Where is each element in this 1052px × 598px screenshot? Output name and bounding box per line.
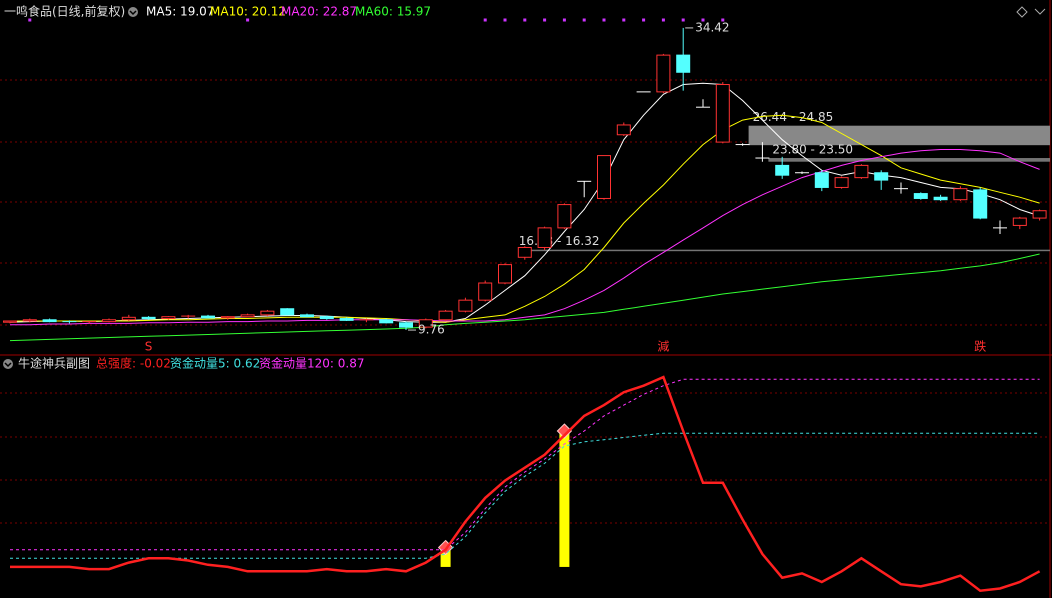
candle-body xyxy=(220,316,235,319)
candle-body xyxy=(319,316,334,320)
legend-entry: MA5: 19.07 xyxy=(146,5,214,19)
price-zone xyxy=(530,249,1050,252)
price-zone xyxy=(768,158,1050,162)
signal-dot xyxy=(28,18,32,22)
candle-body xyxy=(438,310,453,321)
candle-body xyxy=(260,310,275,316)
chart-title: 一鸣食品(日线,前复权) xyxy=(4,4,125,19)
signal-dot xyxy=(543,18,547,22)
candle-body xyxy=(141,316,156,320)
candle-body xyxy=(161,316,176,320)
signal-bar xyxy=(440,547,451,567)
candle-body xyxy=(3,320,17,323)
signal-label: 減 xyxy=(657,339,669,354)
signal-dot xyxy=(701,18,705,22)
dropdown-chevron xyxy=(4,362,12,368)
signal-dot xyxy=(622,18,626,22)
candle-body xyxy=(418,319,433,328)
candle-body xyxy=(557,204,572,229)
signal-label: S xyxy=(145,340,153,354)
signal-marker xyxy=(556,423,573,439)
zone-label: 16.28 - 16.32 xyxy=(519,234,600,248)
ma-line xyxy=(10,114,1040,323)
indicator-line xyxy=(10,432,1040,559)
ma-line xyxy=(9,253,1040,342)
indicator-line xyxy=(10,378,1040,551)
signal-dot xyxy=(681,18,685,22)
candle-body xyxy=(498,264,512,284)
candle-body xyxy=(537,227,552,248)
candle-body xyxy=(42,319,57,323)
candle-body xyxy=(517,246,532,258)
dropdown-icon[interactable] xyxy=(3,359,13,369)
indicator-line xyxy=(10,375,1041,592)
signal-dot xyxy=(523,18,527,22)
candle-body xyxy=(715,84,730,143)
ma-line xyxy=(10,149,1040,326)
signal-dot xyxy=(582,18,586,22)
zone-label: 23.80 - 23.50 xyxy=(772,143,853,157)
signal-dot xyxy=(483,18,487,22)
candle-body xyxy=(775,164,790,176)
candle-body xyxy=(240,314,255,318)
candle-body xyxy=(814,172,829,188)
candle-body xyxy=(1012,217,1027,226)
panel-title: 牛途神兵副图 xyxy=(18,356,90,371)
candle-body xyxy=(1032,210,1047,219)
candle-body xyxy=(478,282,493,301)
price-label: 34.42 xyxy=(695,20,729,34)
diamond-button[interactable] xyxy=(1016,6,1028,18)
signal-dot xyxy=(562,18,566,22)
candle-body xyxy=(874,172,889,181)
candle-body xyxy=(676,54,691,73)
price-label: 9.76 xyxy=(418,323,445,337)
dropdown-icon[interactable] xyxy=(128,7,138,17)
legend-entry: 资金动量5: 0.62 xyxy=(170,356,260,371)
top-grid xyxy=(0,79,1050,524)
candle-body xyxy=(458,299,473,312)
signal-dot xyxy=(246,18,250,22)
legend-entry: MA10: 20.12 xyxy=(210,5,286,19)
candle-body xyxy=(616,124,631,136)
dropdown-chevron xyxy=(129,10,137,16)
candle-body xyxy=(300,314,314,318)
candle-body xyxy=(854,164,869,179)
signal-dot xyxy=(503,18,507,22)
signal-bar xyxy=(559,431,570,567)
signal-dot xyxy=(721,18,725,22)
legend-entry: 资金动量120: 0.87 xyxy=(259,356,364,371)
candle-body xyxy=(22,319,37,322)
candle-body xyxy=(280,308,295,316)
candle-body xyxy=(913,193,928,199)
candle-body xyxy=(933,196,948,201)
signal-dot xyxy=(642,18,646,22)
candle-body xyxy=(399,322,413,328)
candle-body xyxy=(121,316,136,321)
candle-body xyxy=(953,188,968,201)
candle-body xyxy=(656,54,671,93)
signal-dot xyxy=(602,18,606,22)
candle-body xyxy=(834,177,849,188)
candle-body xyxy=(102,319,116,323)
legend-entry: MA60: 15.97 xyxy=(355,5,431,19)
legend-entry: MA20: 22.87 xyxy=(281,5,357,19)
signal-label: 跌 xyxy=(974,339,986,354)
legend-entry: 总强度: -0.02 xyxy=(96,356,171,371)
candle-body xyxy=(379,319,394,324)
candle-body xyxy=(201,315,215,319)
candle-body xyxy=(339,318,354,321)
signal-dot xyxy=(661,18,665,22)
collapse-button[interactable] xyxy=(1034,8,1046,15)
price-zone xyxy=(748,125,1050,146)
candle-body xyxy=(973,189,988,219)
candle-body xyxy=(597,155,611,199)
